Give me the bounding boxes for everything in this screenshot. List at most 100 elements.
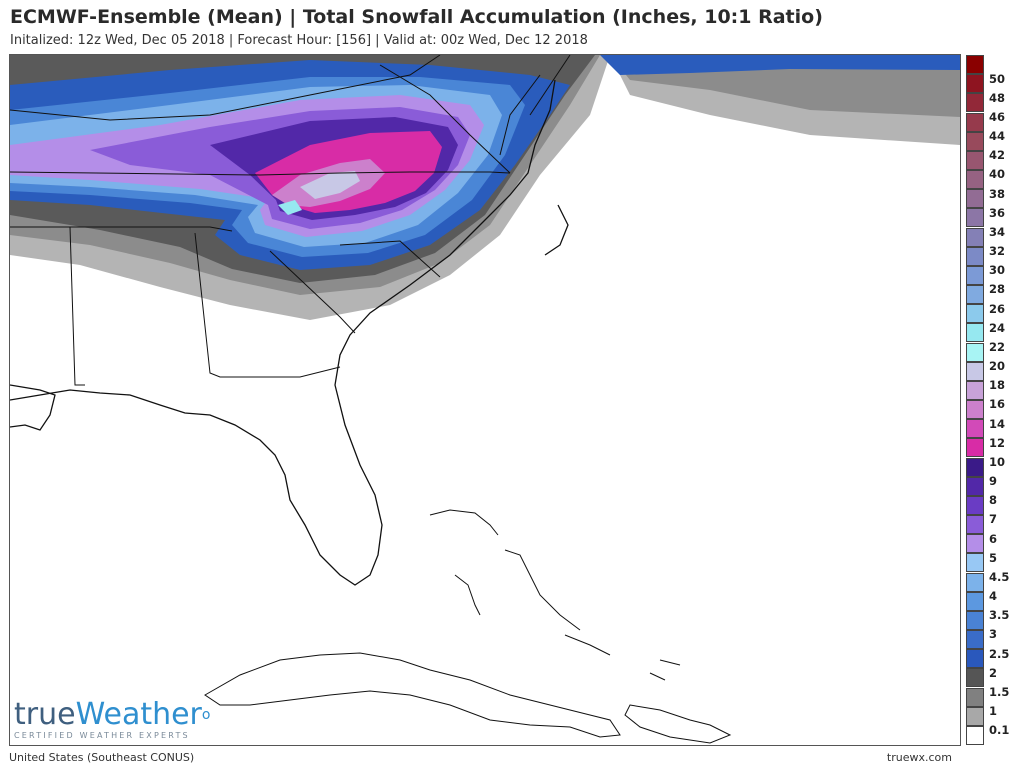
legend-label: 16 (989, 397, 1006, 412)
legend-label: 4.5 (989, 569, 1010, 584)
legend-label: 4 (989, 589, 998, 604)
legend-label: 48 (989, 90, 1006, 105)
map-title: ECMWF-Ensemble (Mean) | Total Snowfall A… (10, 6, 823, 28)
legend-swatch (966, 74, 984, 94)
legend-swatch (966, 227, 984, 247)
snowfall-map (9, 54, 961, 746)
legend-item: 26 (965, 285, 1020, 316)
legend-item: 14 (965, 400, 1020, 431)
legend-label: 32 (989, 244, 1006, 259)
legend-swatch (966, 610, 984, 630)
legend-swatch (966, 591, 984, 611)
legend-swatch (966, 649, 984, 669)
legend-item: 18 (965, 361, 1020, 392)
legend-swatch (966, 170, 984, 190)
legend-item: 50 (965, 55, 1020, 86)
legend-swatch (966, 55, 984, 75)
legend-label: 5 (989, 550, 998, 565)
legend-item: 1 (965, 687, 1020, 718)
legend-item: 4.5 (965, 553, 1020, 584)
legend-label: 44 (989, 129, 1006, 144)
legend-item: 22 (965, 323, 1020, 354)
map-subtitle: Initalized: 12z Wed, Dec 05 2018 | Forec… (10, 33, 588, 48)
legend-item: 9 (965, 457, 1020, 488)
legend-item: 8 (965, 476, 1020, 507)
legend-label: 1.5 (989, 684, 1010, 699)
legend-swatch (966, 112, 984, 132)
legend-swatch (966, 304, 984, 324)
legend-item: 38 (965, 170, 1020, 201)
coastline (10, 79, 569, 586)
legend-swatch (966, 131, 984, 151)
legend-label: 2 (989, 665, 998, 680)
legend-swatch (966, 725, 984, 745)
legend-label: 8 (989, 493, 998, 508)
legend-swatch (966, 668, 984, 688)
color-legend: 50 48 46 44 42 40 38 36 34 32 30 28 26 24 22 20 18 16 14 12… (965, 55, 1020, 745)
legend-item: 28 (965, 265, 1020, 296)
legend-swatch (966, 706, 984, 726)
snow-band-22 (278, 200, 302, 215)
logo-tagline: CERTIFIED WEATHER EXPERTS (14, 731, 190, 740)
legend-label: 42 (989, 148, 1006, 163)
legend-swatch (966, 285, 984, 305)
legend-swatch (966, 495, 984, 515)
legend-label: 14 (989, 416, 1006, 431)
legend-item: 5 (965, 534, 1020, 565)
legend-swatch (966, 323, 984, 343)
legend-swatch (966, 189, 984, 209)
legend-label: 30 (989, 263, 1006, 278)
legend-swatch (966, 150, 984, 170)
region-label: United States (Southeast CONUS) (9, 751, 195, 764)
legend-item: 1.5 (965, 668, 1020, 699)
legend-item: 2 (965, 649, 1020, 680)
legend-label: 6 (989, 531, 998, 546)
caribbean-islands (204, 509, 732, 744)
legend-label: 12 (989, 435, 1006, 450)
site-label: truewx.com (886, 751, 952, 764)
legend-swatch (966, 534, 984, 554)
state-borders (10, 55, 571, 386)
legend-label: 24 (989, 320, 1006, 335)
legend-label: 2.5 (989, 646, 1010, 661)
legend-item: 42 (965, 131, 1020, 162)
legend-swatch (966, 515, 984, 535)
legend-label: 50 (989, 71, 1006, 86)
legend-item: 24 (965, 304, 1020, 335)
legend-label: 36 (989, 205, 1006, 220)
legend-item: 20 (965, 342, 1020, 373)
legend-item: 2.5 (965, 630, 1020, 661)
legend-item: 46 (965, 93, 1020, 124)
legend-label: 34 (989, 224, 1006, 239)
legend-swatch (966, 265, 984, 285)
legend-swatch (966, 572, 984, 592)
legend-swatch (966, 208, 984, 228)
degree-icon: o (201, 707, 211, 723)
legend-item: 32 (965, 227, 1020, 258)
legend-item: 4 (965, 572, 1020, 603)
legend-label: 28 (989, 282, 1006, 297)
legend-label: 3 (989, 627, 998, 642)
legend-label: 22 (989, 339, 1006, 354)
legend-item: 12 (965, 419, 1020, 450)
legend-item: 6 (965, 515, 1020, 546)
legend-item: 40 (965, 150, 1020, 181)
legend-label: 18 (989, 378, 1006, 393)
legend-swatch (966, 419, 984, 439)
legend-swatch (966, 342, 984, 362)
legend-swatch (966, 380, 984, 400)
snow-band-18 (300, 171, 360, 199)
legend-item (965, 725, 1020, 745)
legend-item: 7 (965, 495, 1020, 526)
legend-swatch (966, 476, 984, 496)
legend-item: 34 (965, 208, 1020, 239)
legend-swatch (966, 93, 984, 113)
legend-label: 40 (989, 167, 1006, 182)
legend-swatch (966, 687, 984, 707)
legend-swatch (966, 246, 984, 266)
legend-swatch (966, 630, 984, 650)
legend-item: 30 (965, 246, 1020, 277)
legend-item: 3 (965, 610, 1020, 641)
legend-label: 38 (989, 186, 1006, 201)
legend-label: 3.5 (989, 608, 1010, 623)
